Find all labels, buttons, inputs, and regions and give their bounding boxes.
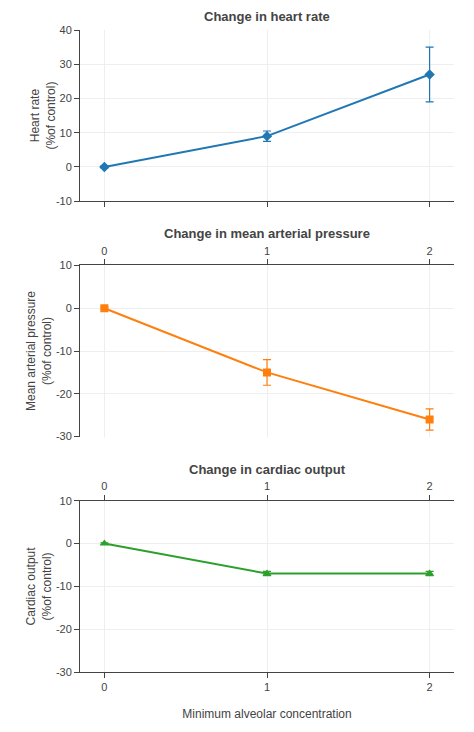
- svg-text:Cardiac output(%of control): Cardiac output(%of control): [24, 547, 54, 626]
- svg-text:1: 1: [264, 480, 270, 492]
- svg-text:10: 10: [60, 259, 72, 271]
- svg-text:Change in cardiac output: Change in cardiac output: [189, 462, 346, 477]
- svg-text:0: 0: [101, 681, 107, 693]
- svg-text:0: 0: [66, 302, 72, 314]
- svg-text:Change in mean arterial pressu: Change in mean arterial pressure: [164, 226, 370, 241]
- svg-text:10: 10: [60, 495, 72, 507]
- svg-text:Minimum alveolar concentration: Minimum alveolar concentration: [182, 707, 351, 721]
- svg-text:-10: -10: [56, 195, 72, 207]
- svg-text:-20: -20: [56, 388, 72, 400]
- svg-text:2: 2: [427, 681, 433, 693]
- svg-text:-30: -30: [56, 430, 72, 442]
- svg-text:0: 0: [101, 480, 107, 492]
- svg-text:-10: -10: [56, 580, 72, 592]
- svg-text:-20: -20: [56, 623, 72, 635]
- svg-text:1: 1: [264, 681, 270, 693]
- svg-text:0: 0: [101, 245, 107, 257]
- svg-text:40: 40: [60, 24, 72, 36]
- svg-text:Heart rate(%of control): Heart rate(%of control): [28, 82, 58, 150]
- svg-text:-30: -30: [56, 666, 72, 678]
- svg-text:20: 20: [60, 92, 72, 104]
- svg-text:Change in heart rate: Change in heart rate: [204, 9, 330, 24]
- svg-text:30: 30: [60, 58, 72, 70]
- svg-text:2: 2: [427, 245, 433, 257]
- svg-text:0: 0: [66, 537, 72, 549]
- svg-text:0: 0: [66, 161, 72, 173]
- svg-text:Mean arterial pressure(%of con: Mean arterial pressure(%of control): [24, 291, 54, 411]
- svg-text:1: 1: [264, 245, 270, 257]
- svg-text:2: 2: [427, 480, 433, 492]
- svg-text:-10: -10: [56, 345, 72, 357]
- svg-text:10: 10: [60, 127, 72, 139]
